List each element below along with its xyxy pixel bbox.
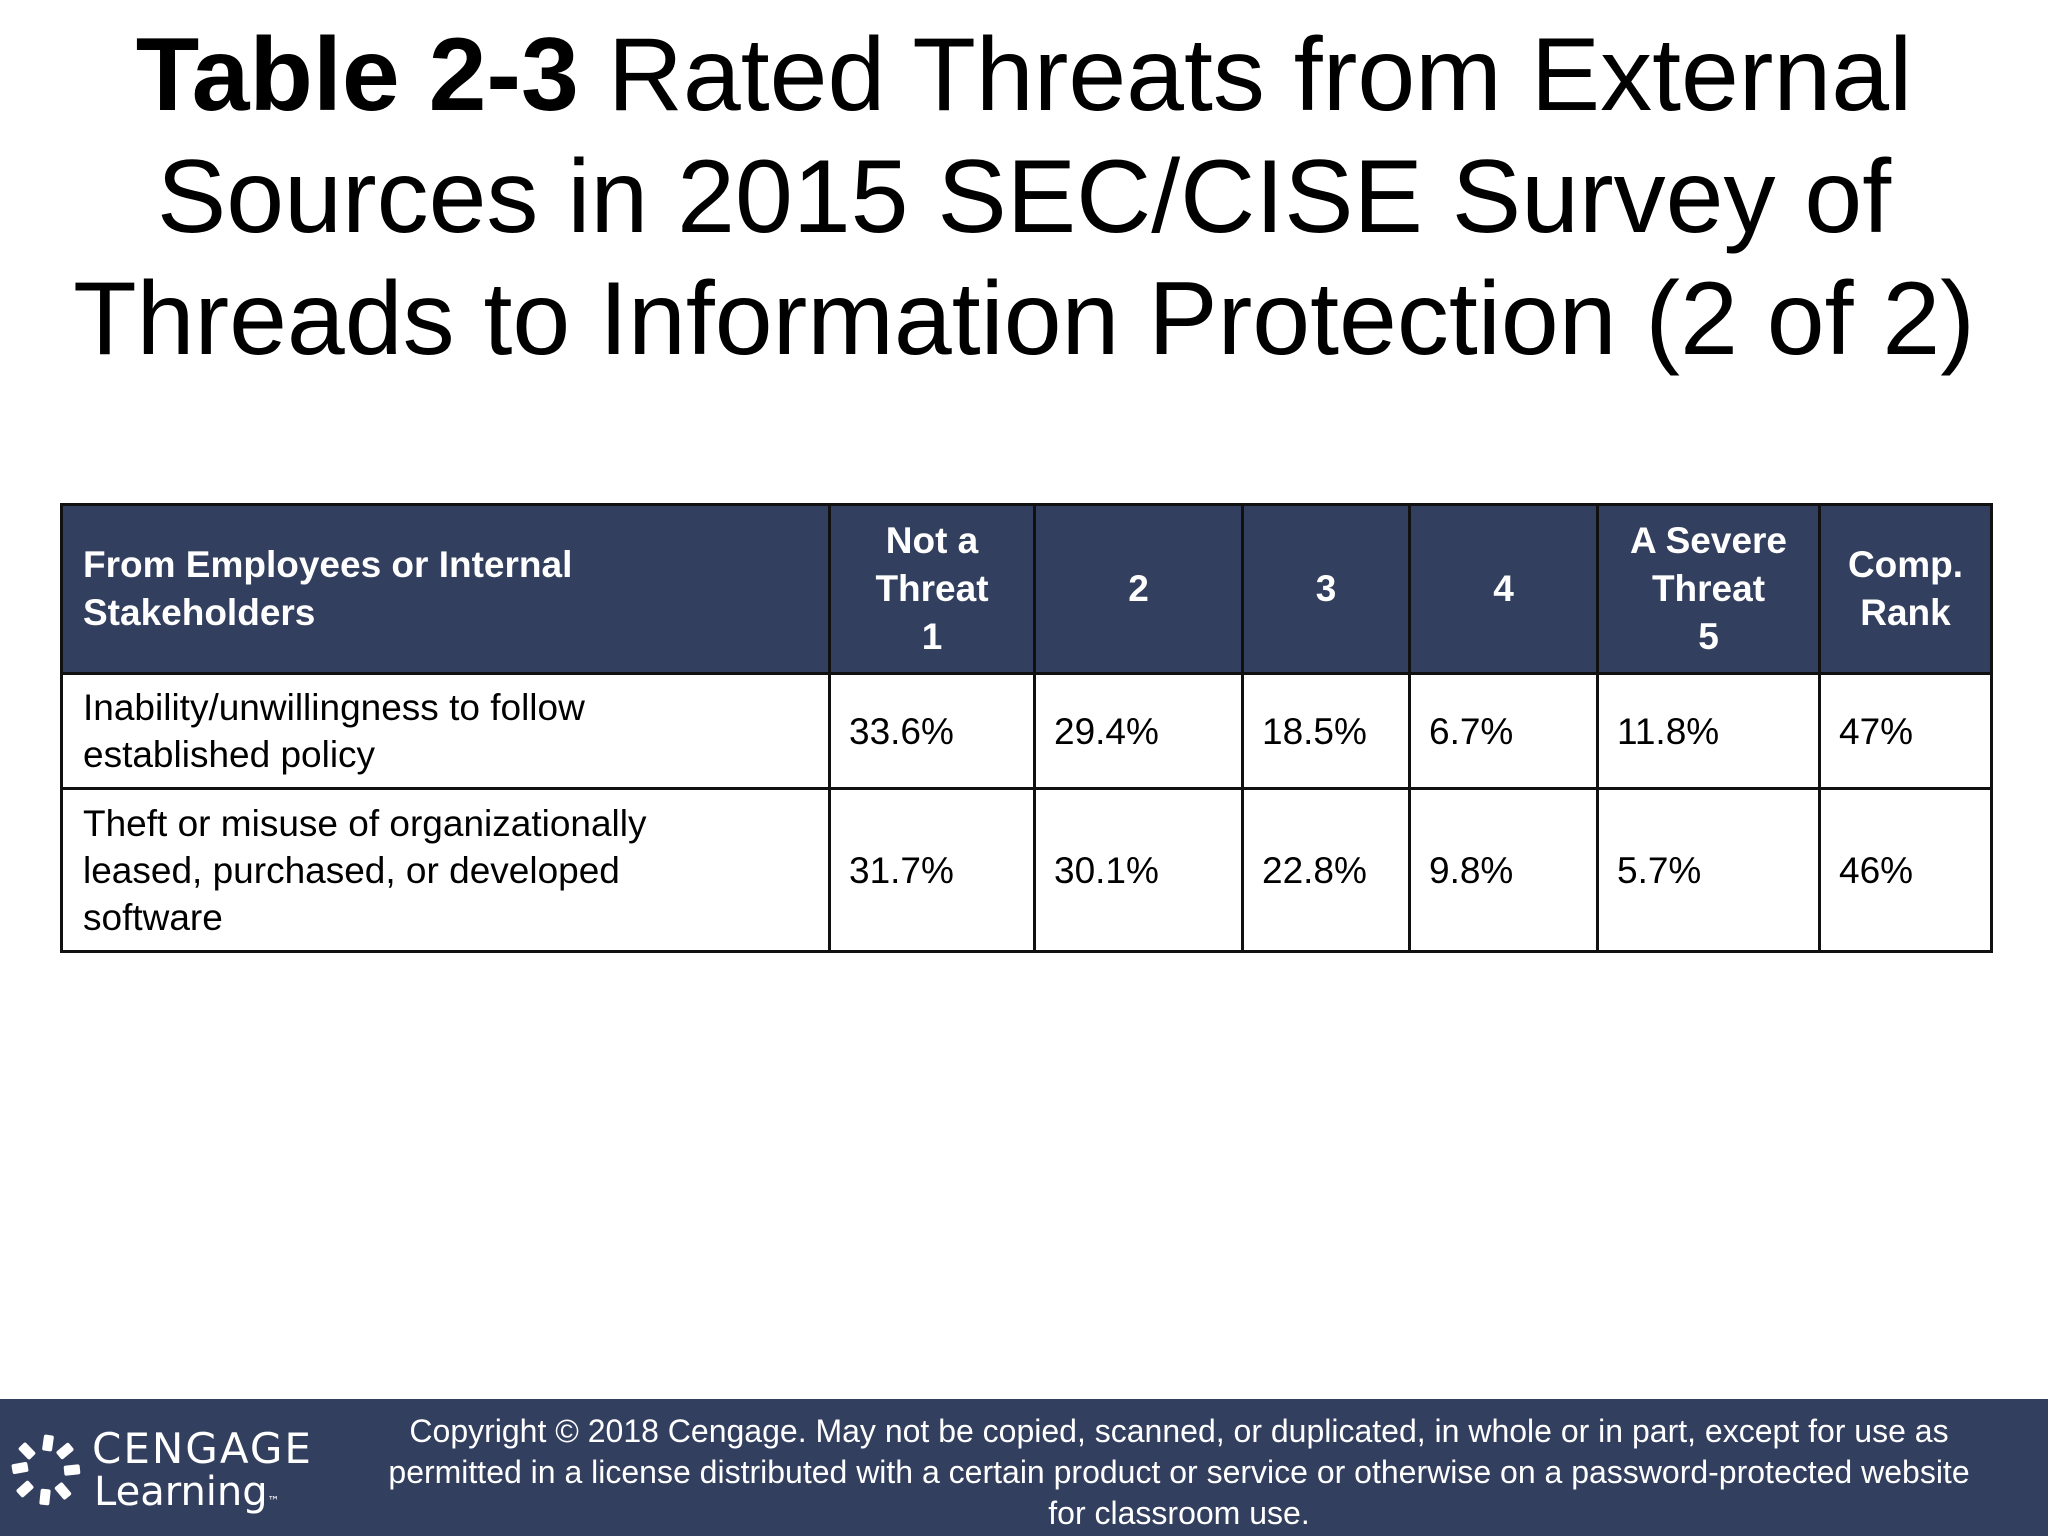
title-table-number: Table 2-3 (135, 17, 579, 133)
cell-rating-3: 18.5% (1241, 672, 1411, 790)
cell-comp-rank: 46% (1818, 787, 1993, 953)
table-row: Inability/unwillingness to follow establ… (60, 672, 1993, 790)
cell-rating-4: 6.7% (1408, 672, 1599, 790)
cell-rating-4: 9.8% (1408, 787, 1599, 953)
header-rating-3: 3 (1241, 503, 1411, 675)
logo-wordmark-learning: Learning™ (94, 1469, 280, 1515)
cell-comp-rank: 47% (1818, 672, 1993, 790)
copyright-notice: Copyright © 2018 Cengage. May not be cop… (388, 1413, 1970, 1531)
cell-rating-2: 29.4% (1033, 672, 1244, 790)
cell-rating-5: 5.7% (1596, 787, 1821, 953)
title-text: Rated Threats from External Sources in 2… (73, 17, 1975, 377)
cell-rating-2: 30.1% (1033, 787, 1244, 953)
cell-rating-1: 31.7% (828, 787, 1036, 953)
threats-table: From Employees or Internal Stakeholders … (60, 503, 1993, 953)
row-label: Inability/unwillingness to follow establ… (60, 672, 831, 790)
cengage-starburst-icon (11, 1434, 81, 1506)
logo-wordmark-cengage: CENGAGE (92, 1424, 313, 1473)
cell-rating-5: 11.8% (1596, 672, 1821, 790)
cell-rating-3: 22.8% (1241, 787, 1411, 953)
header-category: From Employees or Internal Stakeholders (60, 503, 831, 675)
header-rating-5: A Severe Threat 5 (1596, 503, 1821, 675)
slide-title: Table 2-3 Rated Threats from External So… (40, 14, 2008, 380)
header-rating-4: 4 (1408, 503, 1599, 675)
cell-rating-1: 33.6% (828, 672, 1036, 790)
header-rating-1: Not a Threat 1 (828, 503, 1036, 675)
header-comp-rank: Comp. Rank (1818, 503, 1993, 675)
trademark-symbol: ™ (267, 1494, 280, 1508)
table-row: Theft or misuse of organizationally leas… (60, 787, 1993, 953)
row-label: Theft or misuse of organizationally leas… (60, 787, 831, 953)
cengage-logo: CENGAGE Learning™ (8, 1425, 311, 1515)
header-rating-2: 2 (1033, 503, 1244, 675)
table-header-row: From Employees or Internal Stakeholders … (60, 503, 1993, 675)
footer-bar: CENGAGE Learning™ Copyright © 2018 Cenga… (0, 1399, 2048, 1536)
